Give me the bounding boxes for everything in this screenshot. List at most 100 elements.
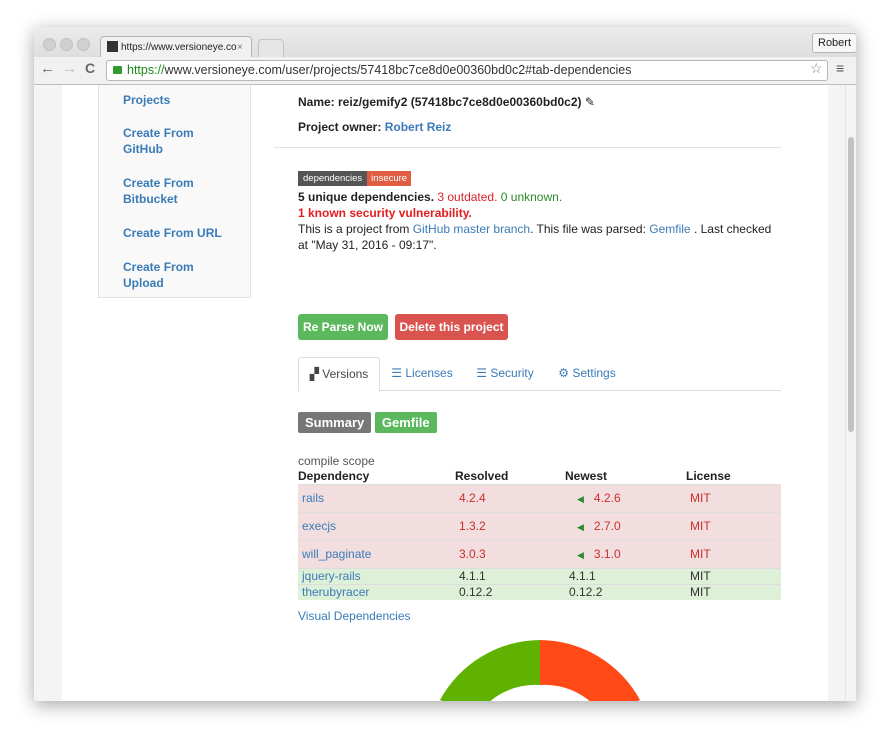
column-header: Newest [565, 468, 608, 483]
table-cell: 3.0.3 [455, 540, 565, 568]
scope-caption: compile scope [298, 454, 375, 468]
cell-text: 4.1.1 [459, 569, 486, 583]
cell-text: 3.1.0 [593, 547, 621, 561]
table-cell: rails [298, 484, 455, 512]
bookmark-star[interactable]: ☆ [810, 60, 823, 76]
security-warning: 1 known security vulnerability. [298, 206, 472, 220]
visual-link[interactable]: Visual Dependencies [298, 609, 411, 623]
minimize-button[interactable] [60, 38, 73, 51]
title-bar: https://www.versioneye.com× Robert [34, 27, 856, 58]
dependency-row: jquery-rails 4.1.1 4.1.1 MIT [298, 568, 781, 584]
status-badge: dependencies insecure [298, 171, 412, 186]
dependency-row: execjs 1.3.2 ◀ 2.7.0 MIT [298, 512, 781, 540]
user-button[interactable]: Robert [812, 33, 856, 53]
web-page: Projects Create From GitHub Create From … [62, 85, 828, 701]
file-link[interactable]: Gemfile [649, 222, 691, 236]
cell-text: MIT [690, 547, 711, 561]
tab[interactable]: ☰ Licenses [391, 366, 453, 380]
dependency-row: will_paginate 3.0.3 ◀ 3.1.0 MIT [298, 540, 781, 568]
delete-button[interactable]: Delete this project [395, 314, 508, 340]
dependency-link[interactable]: jquery-rails [302, 569, 361, 583]
table-cell: MIT [686, 568, 781, 584]
tab[interactable]: ☰ Security [476, 366, 534, 380]
cell-text: 4.2.4 [459, 491, 486, 505]
column-header: Dependency [298, 468, 370, 483]
summary-badge[interactable]: Summary [298, 412, 372, 433]
browser-window: https://www.versioneye.com× Robert ← → C… [34, 27, 856, 701]
zoom-button[interactable] [77, 38, 90, 51]
dependency-link[interactable]: rails [302, 491, 325, 505]
cell-text: 0.12.2 [459, 585, 493, 600]
branch-link[interactable]: GitHub master branch [412, 222, 531, 236]
cell-text: 4.1.1 [569, 569, 596, 583]
url-scheme: https:// [127, 63, 165, 77]
back-button[interactable]: ← [40, 60, 55, 77]
tab[interactable]: ▞ Versions [298, 357, 380, 392]
table-cell: 4.2.4 [455, 484, 565, 512]
table-cell: MIT [686, 512, 781, 540]
dependency-table: Dependency Resolved Newest License rails 4.2.… [298, 468, 781, 600]
table-cell: jquery-rails [298, 568, 455, 584]
sidebar-link[interactable]: Projects [123, 93, 171, 107]
dependency-link[interactable]: execjs [302, 519, 337, 533]
new-tab[interactable] [258, 39, 284, 57]
owner-link[interactable]: Robert Reiz [384, 120, 452, 134]
column-header: Resolved [455, 468, 509, 483]
table-cell: ◀ 2.7.0 [565, 512, 686, 540]
tab-label: Settings [572, 366, 616, 380]
outdated-count: 3 outdated. [437, 190, 498, 204]
donut-chart [440, 640, 640, 701]
badge-label: dependencies [298, 171, 368, 186]
project-name: Name: reiz/gemify2 (57418bc7ce8d0e00360b… [298, 95, 595, 109]
tab-title: https://www.versioneye.com [121, 42, 237, 53]
table-cell: 0.12.2 [455, 584, 565, 600]
sidebar-link[interactable]: Create From URL [123, 226, 222, 240]
menu-button[interactable]: ≡ [836, 60, 845, 76]
table-cell: MIT [686, 540, 781, 568]
cell-text: 4.2.6 [593, 491, 621, 505]
address-bar[interactable]: https://www.versioneye.com/user/projects… [106, 60, 828, 81]
dependency-row: therubyracer 0.12.2 0.12.2 MIT [298, 584, 781, 600]
url: www.versioneye.com/user/projects/57418bc… [164, 63, 632, 77]
dependency-link[interactable]: therubyracer [302, 585, 370, 600]
lock-icon [113, 66, 122, 74]
tab[interactable]: ⚙ Settings [558, 366, 616, 380]
sidebar-link[interactable]: Create From Upload [123, 260, 194, 290]
cell-text: MIT [690, 519, 711, 533]
table-cell: 1.3.2 [455, 512, 565, 540]
outdated-arrow: ◀ [577, 522, 584, 532]
dependency-link[interactable]: will_paginate [302, 547, 372, 561]
scrollbar [845, 85, 856, 701]
tab-close[interactable]: × [237, 42, 243, 53]
scroll-thumb[interactable] [848, 137, 854, 432]
favicon [107, 41, 118, 52]
name-text: Name: reiz/gemify2 (57418bc7ce8d0e00360b… [298, 95, 582, 109]
close-button[interactable] [43, 38, 56, 51]
browser-tab[interactable]: https://www.versioneye.com× [100, 36, 252, 58]
sidebar-link[interactable]: Create From Bitbucket [123, 176, 194, 206]
unique-count: 5 unique dependencies. [298, 190, 435, 204]
source-text: . Last checked at "May 31, 2016 - 09:17"… [298, 222, 775, 252]
table-cell: 0.12.2 [565, 584, 686, 600]
table-cell: MIT [686, 584, 781, 600]
owner-label: Project owner: [298, 120, 382, 134]
forward-button[interactable]: → [62, 60, 77, 77]
table-cell: 4.1.1 [565, 568, 686, 584]
donut-segment [540, 640, 640, 701]
reparse-button[interactable]: Re Parse Now [298, 314, 388, 340]
badge-status: insecure [367, 171, 412, 186]
cell-text: MIT [690, 585, 711, 600]
table-cell: 4.1.1 [455, 568, 565, 584]
sidebar-link[interactable]: Create From GitHub [123, 126, 194, 156]
table-cell: therubyracer [298, 584, 455, 600]
gemfile-badge[interactable]: Gemfile [374, 412, 437, 433]
source-text: . This file was parsed: [530, 222, 650, 236]
file-badges: Summary Gemfile [298, 412, 437, 433]
column-header: License [686, 468, 731, 483]
tab-label: Versions [322, 367, 369, 381]
divider [274, 147, 781, 148]
reload-button[interactable]: C [85, 60, 96, 76]
tab-label: Licenses [405, 366, 453, 380]
edit-icon[interactable]: ✎ [584, 95, 595, 109]
